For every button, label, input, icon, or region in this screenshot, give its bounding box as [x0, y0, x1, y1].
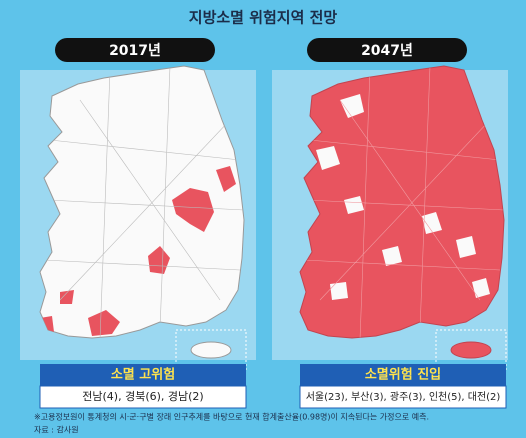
safe-area: [344, 196, 364, 214]
borders: [43, 66, 244, 338]
footnote: ※고용정보원이 통계청의 시·군·구별 장래 인구추계를 바탕으로 현재 합계출…: [34, 412, 429, 422]
label-header: [40, 364, 246, 386]
risk-area: [216, 166, 236, 192]
risk-area: [172, 188, 214, 232]
year-pill: [55, 38, 215, 62]
panel-detail: 서울(23), 부산(3), 광주(3), 인천(5), 대전(2): [306, 391, 501, 403]
safe-area: [422, 212, 442, 234]
panel-label: 소멸 고위험: [111, 367, 175, 383]
safe-area: [382, 246, 402, 266]
detail-box: [39, 385, 247, 409]
safe-area: [456, 236, 476, 258]
map: [299, 65, 505, 339]
safe-areas: [316, 94, 490, 300]
map-outline: [299, 65, 505, 339]
safe-area: [330, 282, 348, 300]
panel-2017: 2017년 소멸 고위험 전남(4), 경북(6), 경남(2): [20, 38, 256, 409]
panel-label: 소멸위험 진입: [365, 367, 441, 383]
safe-area: [340, 94, 364, 118]
risk-area: [88, 310, 120, 336]
source: 자료 : 감사원: [34, 425, 79, 435]
year-pill: [307, 38, 467, 62]
year-label: 2047년: [361, 43, 413, 59]
detail-box: [299, 385, 507, 409]
title: 지방소멸 위험지역 전망: [189, 9, 338, 27]
safe-area: [472, 278, 490, 298]
panel-detail: 전남(4), 경북(6), 경남(2): [82, 390, 203, 403]
panel-2047: 2047년 소멸위험 진입 서울(23), 부산(3), 광주(3), 인천(5…: [272, 38, 508, 409]
risk-area: [148, 246, 170, 274]
label-header: [300, 364, 506, 386]
borders: [303, 66, 504, 338]
jeju: [450, 341, 492, 359]
safe-area: [316, 146, 340, 170]
year-label: 2017년: [109, 43, 161, 59]
risk-area: [60, 290, 74, 304]
jeju: [190, 341, 232, 359]
